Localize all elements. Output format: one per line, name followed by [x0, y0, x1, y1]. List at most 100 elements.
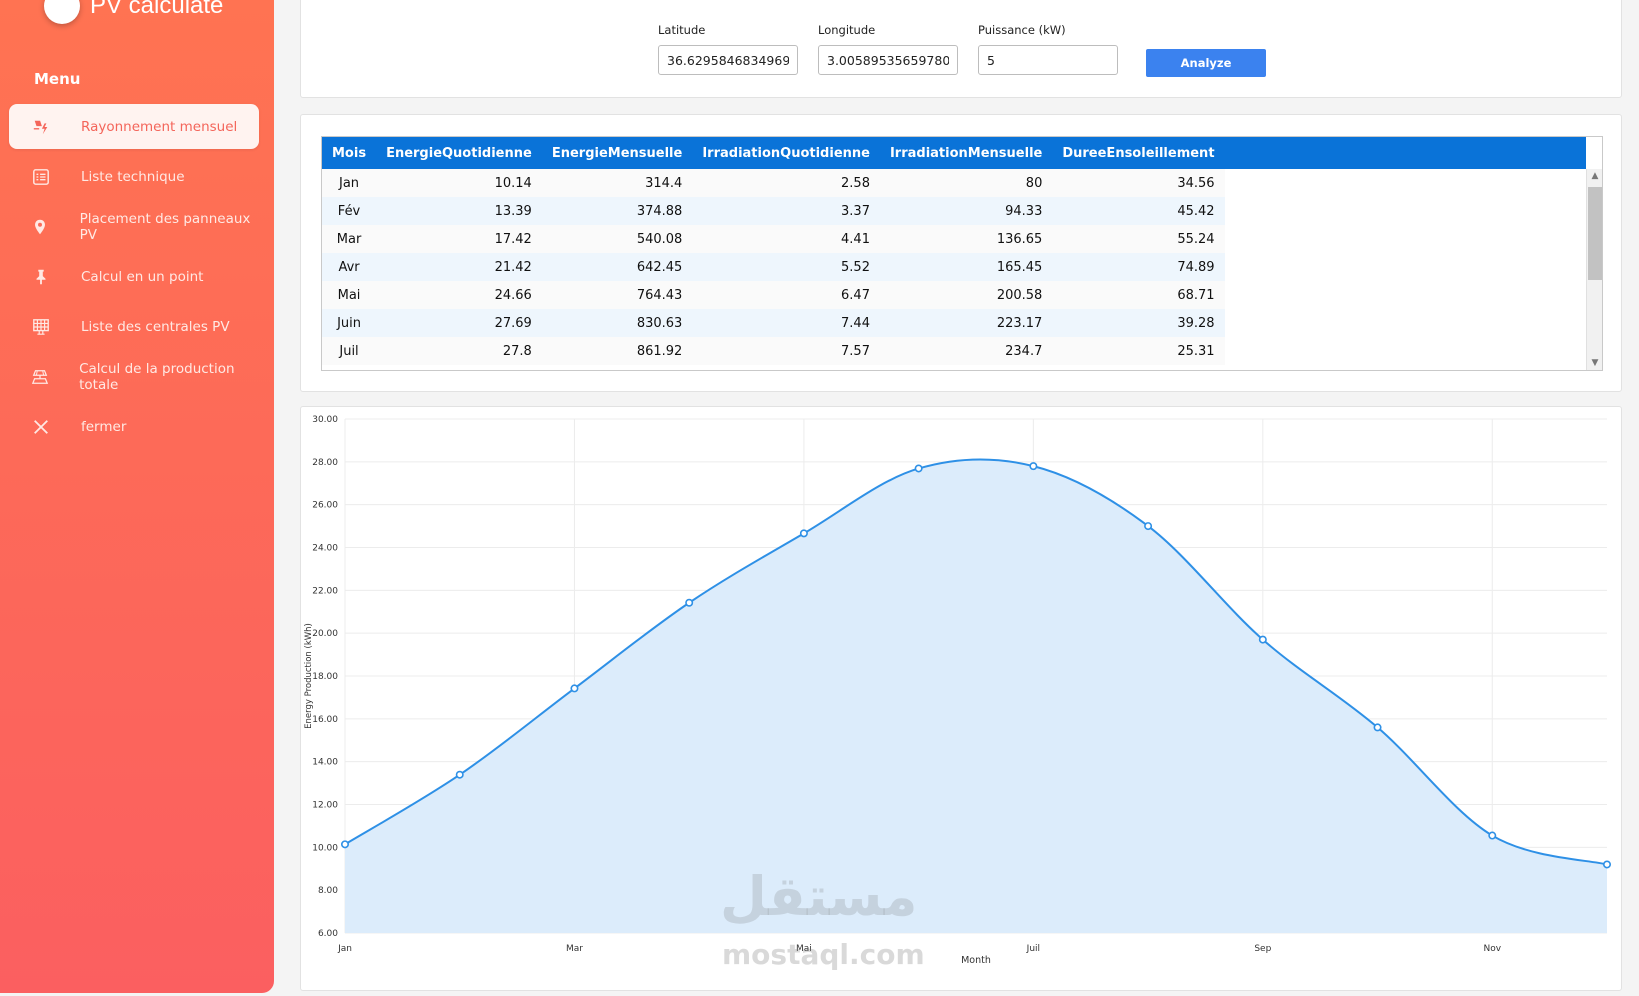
table-cell: 27.69: [376, 309, 542, 337]
series-line: [344, 458, 1608, 866]
watermark-arabic: مستقل: [720, 865, 918, 928]
column-header-energie-mensuelle[interactable]: EnergieMensuelle: [541, 137, 693, 169]
table-cell: 80: [879, 169, 1053, 197]
solar-panel-icon: [31, 317, 51, 337]
table-cell: 7.57: [692, 337, 880, 365]
sidebar-item-label: Placement des panneaux PV: [79, 210, 251, 243]
power-input[interactable]: [978, 45, 1118, 75]
y-tick-label: 26.00: [312, 501, 338, 511]
latitude-label: Latitude: [658, 23, 706, 37]
logo: [44, 0, 80, 24]
table-cell: 830.63: [541, 309, 693, 337]
analyze-button[interactable]: Analyze: [1146, 49, 1266, 77]
sidebar-item-label: Liste technique: [81, 168, 185, 185]
table-row[interactable]: Avr 21.42 642.45 5.52 165.45 74.89: [322, 253, 1225, 281]
input-form-panel: Latitude Longitude Puissance (kW) Analyz…: [300, 0, 1622, 98]
table-cell: Juin: [322, 309, 377, 337]
sidebar-item-liste-centrales[interactable]: Liste des centrales PV: [9, 304, 259, 349]
y-tick-label: 20.00: [312, 629, 338, 639]
table-cell: Avr: [322, 253, 377, 281]
table-cell: Jan: [322, 169, 377, 197]
x-tick-label: Mai: [796, 944, 812, 954]
table-cell: 2.58: [692, 169, 880, 197]
y-tick-label: 18.00: [312, 672, 338, 682]
table-cell: 6.47: [692, 281, 880, 309]
table-cell: 21.42: [376, 253, 542, 281]
table-cell: 4.41: [692, 225, 880, 253]
sidebar-item-label: Rayonnement mensuel: [81, 118, 238, 135]
brand: PV calculate: [44, 0, 223, 26]
table-cell: 17.42: [376, 225, 542, 253]
table-scrollbar[interactable]: ▲ ▼: [1586, 169, 1602, 370]
sidebar-item-liste-technique[interactable]: Liste technique: [9, 154, 259, 199]
scroll-down-arrow-icon[interactable]: ▼: [1591, 358, 1599, 368]
table-cell: 24.66: [376, 281, 542, 309]
y-tick-label: 24.00: [312, 544, 338, 554]
sidebar-item-production-totale[interactable]: Calcul de la production totale: [9, 354, 259, 399]
y-tick-label: 6.00: [318, 929, 338, 939]
table-cell: 39.28: [1052, 309, 1225, 337]
x-axis-title: Month: [961, 955, 991, 966]
longitude-field: Longitude: [818, 23, 958, 75]
table-header-row: Mois EnergieQuotidienne EnergieMensuelle…: [322, 137, 1225, 169]
column-header-irradiation-quotidienne[interactable]: IrradiationQuotidienne: [692, 137, 880, 169]
results-table: Mois EnergieQuotidienne EnergieMensuelle…: [321, 136, 1603, 371]
x-tick-label: Nov: [1483, 944, 1501, 954]
pushpin-icon: [31, 267, 51, 287]
y-tick-label: 22.00: [312, 586, 338, 596]
table-cell: 7.44: [692, 309, 880, 337]
table-row[interactable]: Mar 17.42 540.08 4.41 136.65 55.24: [322, 225, 1225, 253]
data-point: [1373, 723, 1382, 732]
power-field: Puissance (kW): [978, 23, 1118, 75]
column-header-energie-quotidienne[interactable]: EnergieQuotidienne: [376, 137, 542, 169]
sidebar-item-label: Calcul de la production totale: [79, 360, 235, 393]
table-cell: 25.31: [1052, 337, 1225, 365]
x-tick-label: Mar: [566, 944, 583, 954]
close-icon: [31, 417, 51, 437]
results-table-panel: Mois EnergieQuotidienne EnergieMensuelle…: [300, 114, 1622, 392]
table-cell: 27.8: [376, 337, 542, 365]
table-row[interactable]: Jan 10.14 314.4 2.58 80 34.56: [322, 169, 1225, 197]
table-cell: 74.89: [1052, 253, 1225, 281]
table-cell: 13.39: [376, 197, 542, 225]
column-header-mois[interactable]: Mois: [322, 137, 377, 169]
x-tick-label: Juil: [1026, 944, 1040, 954]
data-point: [914, 464, 923, 473]
menu-label: Menu: [34, 70, 81, 88]
longitude-input[interactable]: [818, 45, 958, 75]
data-point: [1488, 831, 1497, 840]
sidebar-item-label: Liste des centrales PV: [81, 318, 230, 335]
table-cell: 314.4: [541, 169, 693, 197]
sidebar-item-fermer[interactable]: fermer: [9, 404, 259, 449]
table-cell: 861.92: [541, 337, 693, 365]
column-header-irradiation-mensuelle[interactable]: IrradiationMensuelle: [879, 137, 1053, 169]
table-cell: 136.65: [879, 225, 1053, 253]
table-cell: Mar: [322, 225, 377, 253]
table-row[interactable]: Mai 24.66 764.43 6.47 200.58 68.71: [322, 281, 1225, 309]
table-cell: 34.56: [1052, 169, 1225, 197]
data-point: [1029, 462, 1038, 471]
sidebar-item-rayonnement-mensuel[interactable]: Rayonnement mensuel: [9, 104, 259, 149]
table-row[interactable]: Juin 27.69 830.63 7.44 223.17 39.28: [322, 309, 1225, 337]
sidebar-item-label: fermer: [81, 418, 127, 435]
table-row[interactable]: Fév 13.39 374.88 3.37 94.33 45.42: [322, 197, 1225, 225]
scroll-thumb[interactable]: [1588, 187, 1602, 280]
scroll-up-arrow-icon[interactable]: ▲: [1591, 171, 1599, 181]
energy-chart-panel: 6.00 8.00 10.00 12.00 14.00 16.00 18.00 20.00 22…: [300, 406, 1622, 991]
table-cell: 234.7: [879, 337, 1053, 365]
data-point: [685, 598, 694, 607]
sidebar-item-calcul-point[interactable]: Calcul en un point: [9, 254, 259, 299]
sidebar-item-placement-panneaux[interactable]: Placement des panneaux PV: [9, 204, 259, 249]
table-cell: 223.17: [879, 309, 1053, 337]
latitude-input[interactable]: [658, 45, 798, 75]
longitude-label: Longitude: [818, 23, 876, 37]
table-row[interactable]: Juil 27.8 861.92 7.57 234.7 25.31: [322, 337, 1225, 365]
data-point: [570, 684, 579, 693]
data-point: [1603, 860, 1612, 869]
table-cell: Juil: [322, 337, 377, 365]
app-title: PV calculate: [90, 0, 224, 19]
data-point: [455, 770, 464, 779]
y-tick-label: 14.00: [312, 758, 338, 768]
column-header-duree-ensoleillement[interactable]: DureeEnsoleillement: [1052, 137, 1225, 169]
table-cell: Mai: [322, 281, 377, 309]
